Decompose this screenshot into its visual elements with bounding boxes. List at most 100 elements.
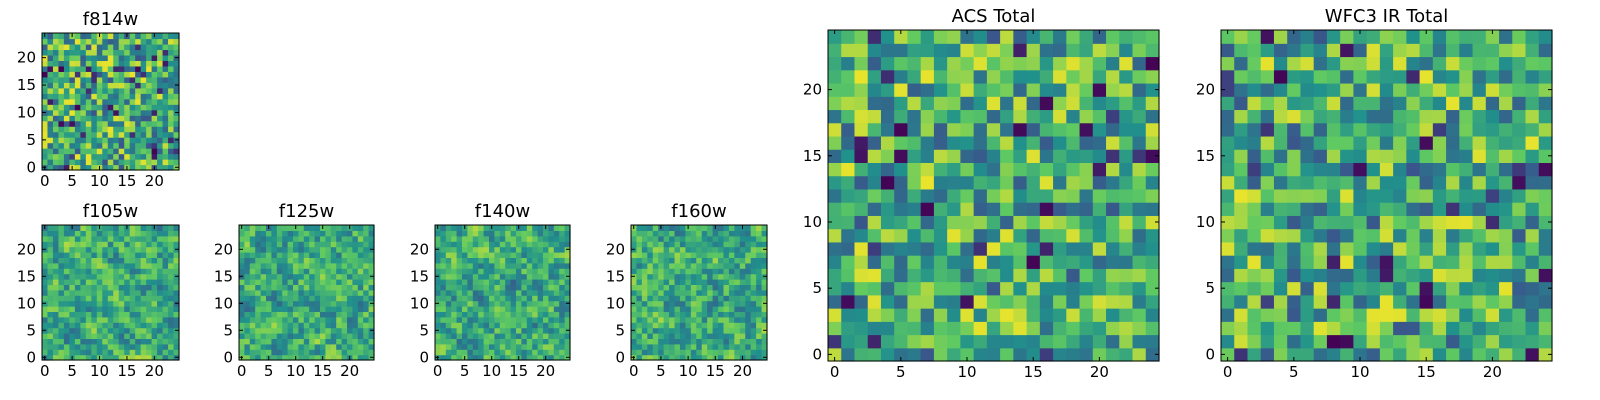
heatmap-cell xyxy=(135,225,142,231)
heatmap-cell xyxy=(739,306,746,312)
heatmap-cell xyxy=(58,295,65,302)
heatmap-cell xyxy=(663,333,670,339)
heatmap-cell xyxy=(303,338,310,345)
heatmap-cell xyxy=(734,268,741,275)
heatmap-cell xyxy=(140,104,147,111)
heatmap-cell xyxy=(1106,347,1120,362)
heatmap-cell xyxy=(734,257,741,264)
heatmap-cell xyxy=(1106,321,1120,336)
heatmap-cell xyxy=(1092,215,1107,230)
heatmap-cell xyxy=(151,104,158,111)
heatmap-cell xyxy=(124,153,131,160)
heatmap-cell xyxy=(631,338,638,345)
heatmap-cell xyxy=(85,268,92,275)
heatmap-cell xyxy=(548,300,555,307)
heatmap-cell xyxy=(679,322,686,329)
heatmap-cell xyxy=(1221,294,1235,309)
heatmap-cell xyxy=(1379,30,1394,44)
heatmap-cell xyxy=(510,252,517,258)
heatmap-cell xyxy=(118,262,125,269)
heatmap-cell xyxy=(1340,202,1354,216)
heatmap-cell xyxy=(701,273,708,280)
heatmap-cell xyxy=(1092,202,1107,216)
heatmap-cell xyxy=(712,246,719,253)
heatmap-cell xyxy=(293,279,299,285)
heatmap-cell xyxy=(336,279,343,285)
heatmap-cell xyxy=(363,338,370,345)
heatmap-cell xyxy=(52,252,60,258)
heatmap-cell xyxy=(1459,215,1474,230)
heatmap-cell xyxy=(1406,162,1421,177)
heatmap-cell xyxy=(330,262,337,269)
heatmap-cell xyxy=(42,93,49,100)
heatmap-cell xyxy=(157,54,164,61)
heatmap-cell xyxy=(129,338,136,345)
heatmap-cell xyxy=(173,289,180,296)
heatmap-cell xyxy=(47,257,54,264)
heatmap-cell xyxy=(1132,334,1147,349)
heatmap-cell xyxy=(63,65,70,72)
heatmap-cell xyxy=(298,343,305,350)
heatmap-cell xyxy=(249,246,256,253)
heatmap-cell xyxy=(867,202,882,216)
heatmap-cell xyxy=(363,262,370,269)
heatmap-cell xyxy=(505,289,512,296)
heatmap-cell xyxy=(674,246,681,253)
heatmap-cell xyxy=(1379,228,1394,243)
heatmap-cell xyxy=(1313,122,1328,137)
heatmap-cell xyxy=(973,268,988,283)
heatmap-cell xyxy=(564,257,571,264)
heatmap-cell xyxy=(641,300,648,307)
heatmap-cell xyxy=(157,38,164,45)
heatmap-cell xyxy=(440,289,447,296)
heatmap-cell xyxy=(701,235,708,242)
heatmap-cell xyxy=(276,327,283,334)
heatmap-cell xyxy=(685,333,692,339)
heatmap-cell xyxy=(543,322,549,329)
heatmap-cell xyxy=(1066,188,1081,203)
heatmap-cell xyxy=(867,188,882,203)
heatmap-cell xyxy=(330,349,337,356)
heatmap-cell xyxy=(91,148,98,155)
heatmap-cell xyxy=(1379,268,1394,283)
heatmap-cell xyxy=(151,349,158,356)
heatmap-cell xyxy=(330,295,337,302)
heatmap-cell xyxy=(102,126,109,133)
heatmap-cell xyxy=(325,338,332,345)
heatmap-cell xyxy=(1326,347,1341,362)
x-tick-label: 15 xyxy=(706,362,725,380)
heatmap-cell xyxy=(1353,175,1368,190)
heatmap-cell xyxy=(249,268,256,275)
heatmap-cell xyxy=(1313,175,1328,190)
heatmap-cell xyxy=(947,43,961,58)
heatmap-cell xyxy=(113,230,120,237)
heatmap-cell xyxy=(1145,321,1160,336)
heatmap-cell xyxy=(85,33,92,40)
heatmap-cell xyxy=(1079,30,1094,44)
heatmap-cell xyxy=(658,235,665,242)
heatmap-cell xyxy=(42,268,49,275)
heatmap-cell xyxy=(1053,175,1067,190)
heatmap-cell xyxy=(107,279,114,285)
heatmap-cell xyxy=(266,262,272,269)
heatmap-cell xyxy=(669,246,676,253)
heatmap-cell xyxy=(494,333,501,339)
heatmap-cell xyxy=(146,38,153,45)
heatmap-cell xyxy=(907,162,922,177)
heatmap-cell xyxy=(718,252,725,258)
heatmap-cell xyxy=(58,225,65,231)
heatmap-cell xyxy=(532,235,539,242)
heatmap-cell xyxy=(828,268,842,283)
heatmap-cell xyxy=(472,262,479,269)
heatmap-cell xyxy=(734,349,741,356)
heatmap-cell xyxy=(42,289,49,296)
heatmap-cell xyxy=(1512,202,1527,216)
heatmap-cell xyxy=(146,148,153,155)
heatmap-cell xyxy=(249,295,256,302)
heatmap-cell xyxy=(1366,228,1381,243)
heatmap-cell xyxy=(1326,149,1341,163)
heatmap-cell xyxy=(1079,308,1094,322)
heatmap-cell xyxy=(537,295,544,302)
heatmap-cell xyxy=(467,295,474,302)
heatmap-cell xyxy=(516,257,522,264)
